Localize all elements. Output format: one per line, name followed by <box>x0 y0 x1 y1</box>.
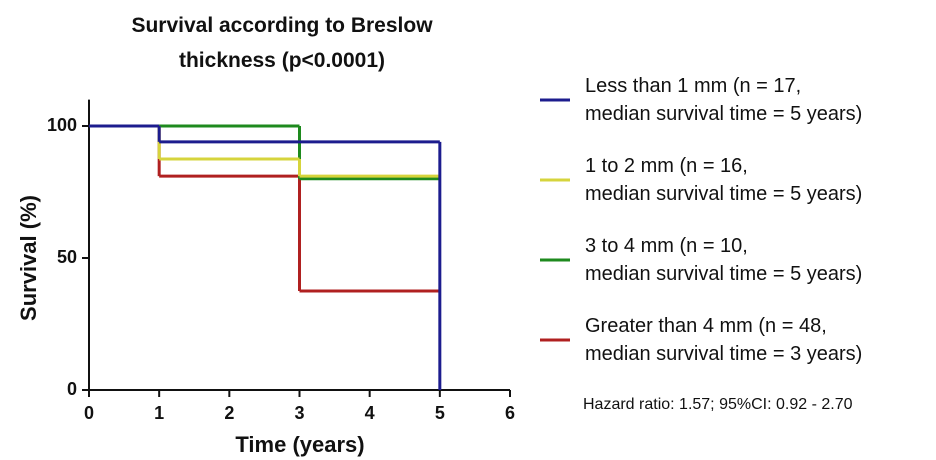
x-axis-title: Time (years) <box>235 432 364 457</box>
x-tick-label: 5 <box>435 403 445 423</box>
x-tick-label: 3 <box>294 403 304 423</box>
x-tick-label: 0 <box>84 403 94 423</box>
legend-label: Less than 1 mm (n = 17, median survival … <box>585 75 863 125</box>
legend-label: 3 to 4 mm (n = 10, median survival time … <box>585 235 863 285</box>
annotation: Hazard ratio: 1.57; 95%CI: 0.92 - 2.70 <box>583 396 853 413</box>
legend-label: Greater than 4 mm (n = 48, median surviv… <box>585 315 863 365</box>
legend-label: 1 to 2 mm (n = 16, median survival time … <box>585 155 863 205</box>
x-tick-label: 2 <box>224 403 234 423</box>
y-tick-label: 100 <box>47 115 77 135</box>
chart-title: Survival according to Breslow thickness … <box>131 14 433 72</box>
x-tick-label: 1 <box>154 403 164 423</box>
x-tick-label: 4 <box>365 403 375 423</box>
x-tick-label: 6 <box>505 403 515 423</box>
y-axis-title: Survival (%) <box>16 195 41 321</box>
y-tick-label: 50 <box>57 247 77 267</box>
y-tick-label: 0 <box>67 379 77 399</box>
